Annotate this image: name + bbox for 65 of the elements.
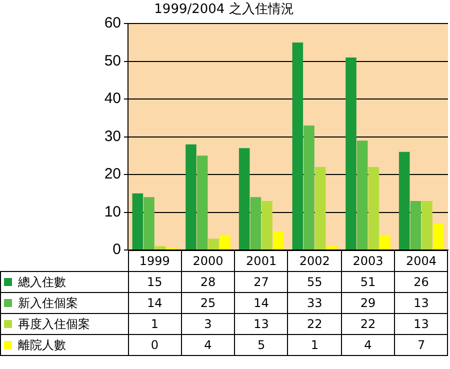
bar [356,140,368,250]
data-label: 28 [181,272,235,292]
bar [132,193,144,250]
bar [410,200,422,250]
y-tick-label: 20 [104,166,121,183]
data-label: 14 [234,292,288,314]
data-label: 4 [181,334,235,356]
data-label: 1 [128,314,182,334]
data-label: 0 [128,334,182,356]
bar [432,224,444,250]
bar [144,197,154,250]
bar [304,125,314,250]
y-tick-label: 50 [104,52,121,70]
data-label: 25 [181,292,235,314]
data-label: 27 [234,272,288,292]
data-label: 22 [288,314,342,334]
bar [422,200,432,250]
data-label: 3 [181,314,235,334]
data-label: 51 [341,272,395,292]
legend-label: 總入住數 [0,272,128,292]
x-tick-label: 1999 [128,250,182,272]
data-label: 13 [394,314,448,334]
chart-title: 1999/2004 之入住情況 [154,2,294,18]
bar [292,42,304,250]
y-tick-label: 40 [104,90,121,108]
x-tick-label: 2001 [234,250,288,272]
legend-label: 新入住個案 [0,292,128,314]
data-label: 13 [394,292,448,314]
bar [346,58,356,250]
x-tick-label: 2003 [341,250,395,272]
data-label: 4 [341,334,395,356]
data-label: 55 [288,272,342,292]
legend-label: 再度入住個案 [0,314,128,334]
bar [314,166,326,250]
bar [272,231,284,250]
x-tick-label: 2004 [394,250,448,272]
data-label: 13 [234,314,288,334]
y-tick-label: 0 [112,241,121,258]
x-tick-label: 2002 [288,250,342,272]
bar [326,246,338,250]
bar [380,234,390,250]
bar [238,148,250,250]
data-label: 5 [234,334,288,356]
legend-label: 離院人數 [0,334,128,356]
y-tick-label: 30 [104,128,121,145]
y-tick-label: 60 [104,14,121,32]
bar [220,234,230,250]
bar [398,152,410,250]
data-label: 7 [394,334,448,356]
bar [154,246,166,250]
data-label: 1 [288,334,342,356]
data-label: 22 [341,314,395,334]
x-tick-label: 2000 [181,250,235,272]
y-tick-label: 10 [104,203,121,220]
bar [208,238,220,250]
data-label: 26 [394,272,448,292]
data-label: 33 [288,292,342,314]
data-label: 15 [128,272,182,292]
bar [368,166,380,250]
bar [250,197,262,250]
bar [262,200,272,250]
bar [196,156,208,250]
data-label: 29 [341,292,395,314]
data-label: 14 [128,292,182,314]
bar [186,144,196,250]
